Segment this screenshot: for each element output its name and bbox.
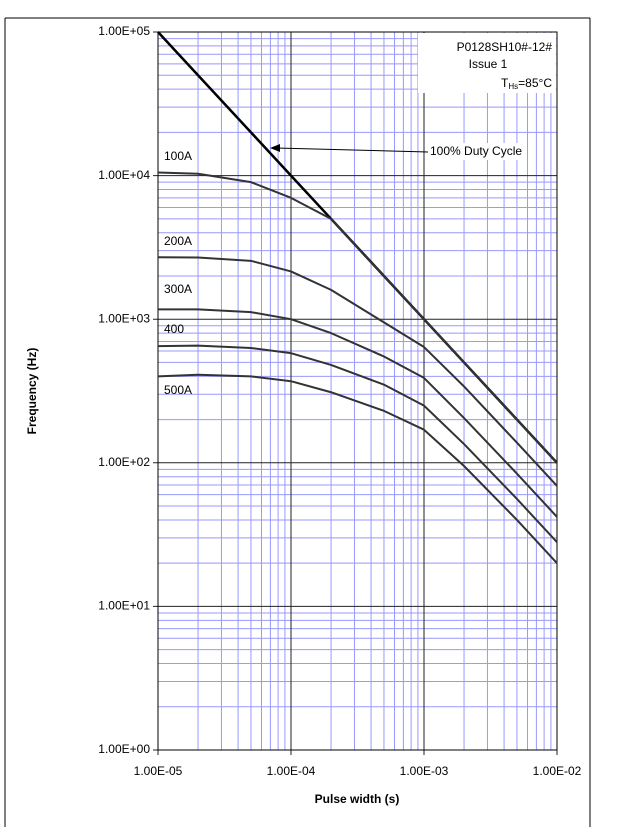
x-tick-label: 1.00E-05	[134, 764, 183, 778]
series-label: 100A	[164, 149, 192, 163]
duty-arrowhead	[270, 144, 280, 152]
duty-label: 100% Duty Cycle	[430, 144, 522, 158]
series-label: 400	[164, 322, 184, 336]
series-line	[158, 308, 558, 518]
duty-arrow	[275, 147, 429, 153]
y-tick-label: 1.00E+02	[98, 455, 150, 469]
series-line	[157, 373, 558, 564]
y-tick-label: 1.00E+00	[98, 742, 150, 756]
series-label: 200A	[164, 234, 192, 248]
x-tick-label: 1.00E-02	[533, 764, 582, 778]
temp-sub: Hs	[508, 82, 518, 91]
series-line	[157, 171, 558, 464]
y-axis-label: Frequency (Hz)	[25, 348, 39, 435]
series-label: 300A	[164, 282, 192, 296]
x-tick-label: 1.00E-04	[267, 764, 316, 778]
plot-border	[157, 31, 558, 751]
series-line	[157, 256, 558, 487]
lines	[157, 31, 558, 564]
series-line	[157, 344, 558, 543]
series-label: 500A	[164, 383, 192, 397]
x-axis-label: Pulse width (s)	[315, 792, 400, 806]
y-tick-label: 1.00E+04	[98, 168, 150, 182]
y-tick-label: 1.00E+05	[98, 24, 150, 38]
issue: Issue 1	[469, 57, 508, 71]
y-tick-label: 1.00E+01	[98, 599, 150, 613]
duty-label-bg	[427, 143, 527, 160]
temperature: THs=85°C	[501, 76, 552, 91]
info-box	[418, 33, 556, 93]
part-number: P0128SH10#-12#	[457, 40, 553, 54]
x-tick-label: 1.00E-03	[400, 764, 449, 778]
y-tick-label: 1.00E+03	[98, 311, 150, 325]
grid	[153, 31, 558, 755]
temp-t: T	[501, 76, 509, 90]
temp-value: =85°C	[518, 76, 552, 90]
